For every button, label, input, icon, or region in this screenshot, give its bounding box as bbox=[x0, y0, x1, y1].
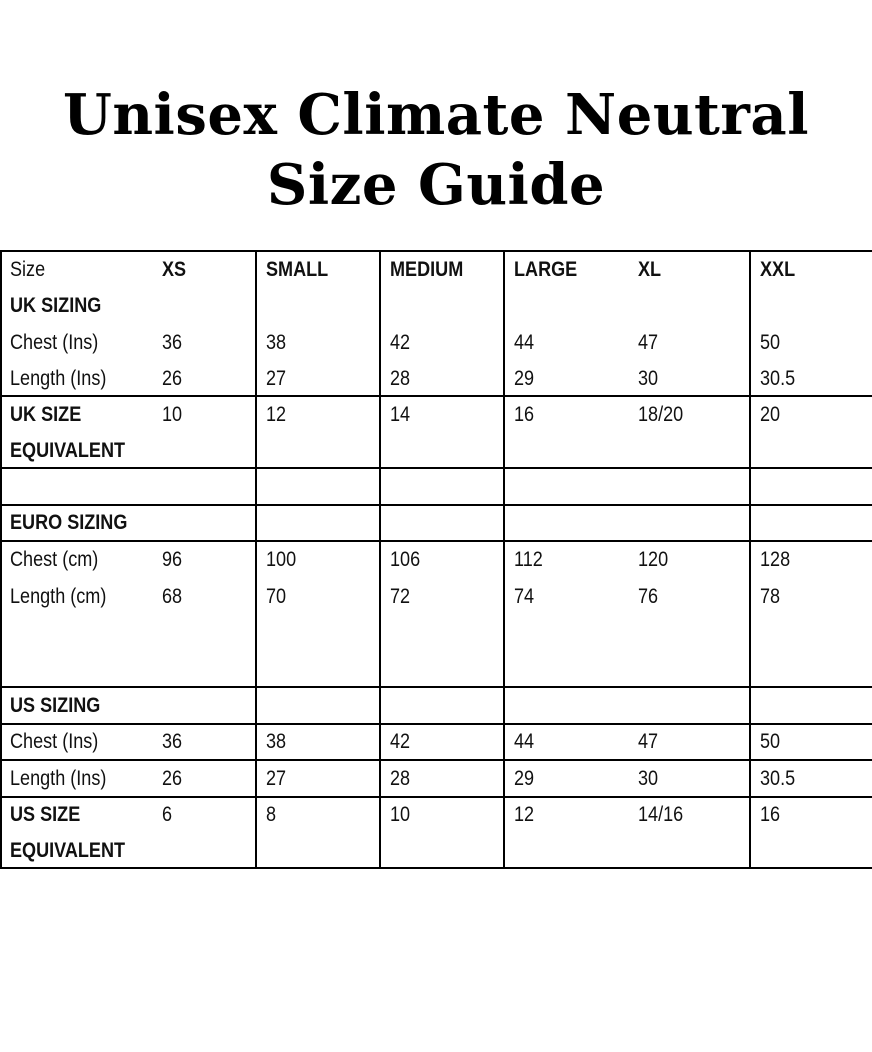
us-chest-xs: 36 bbox=[162, 730, 183, 753]
uk-chest-small: 38 bbox=[266, 331, 287, 354]
euro-chest-xs: 96 bbox=[162, 548, 183, 571]
header-size-label: Size bbox=[10, 258, 46, 281]
table-column-divider bbox=[503, 250, 505, 869]
uk-equiv-large: 16 bbox=[514, 403, 535, 426]
euro-length-label: Length (cm) bbox=[10, 585, 107, 608]
uk-equiv-xl: 18/20 bbox=[638, 403, 684, 426]
uk-length-xs: 26 bbox=[162, 367, 183, 390]
uk-length-medium: 28 bbox=[390, 367, 411, 390]
table-border bbox=[0, 759, 872, 761]
us-equiv-medium: 10 bbox=[390, 803, 411, 826]
table-column-divider bbox=[379, 250, 381, 869]
table-border bbox=[0, 796, 872, 798]
us-length-label: Length (Ins) bbox=[10, 767, 107, 790]
header-size-medium: MEDIUM bbox=[390, 258, 464, 281]
uk-length-small: 27 bbox=[266, 367, 287, 390]
us-chest-small: 38 bbox=[266, 730, 287, 753]
euro-length-medium: 72 bbox=[390, 585, 411, 608]
table-column-divider bbox=[749, 250, 751, 869]
uk-chest-xxl: 50 bbox=[760, 331, 781, 354]
header-size-xl: XL bbox=[638, 258, 662, 281]
table-border bbox=[0, 540, 872, 542]
us-equiv-label-1: US SIZE bbox=[10, 803, 81, 826]
header-size-xxl: XXL bbox=[760, 258, 796, 281]
us-chest-label: Chest (Ins) bbox=[10, 730, 99, 753]
us-length-xxl: 30.5 bbox=[760, 767, 796, 790]
page-title: Unisex Climate Neutral Size Guide bbox=[0, 80, 872, 220]
us-chest-xxl: 50 bbox=[760, 730, 781, 753]
uk-equiv-label-1: UK SIZE bbox=[10, 403, 82, 426]
table-border-left bbox=[0, 250, 2, 869]
table-border bbox=[0, 467, 872, 469]
us-length-large: 29 bbox=[514, 767, 535, 790]
uk-equiv-xxl: 20 bbox=[760, 403, 781, 426]
euro-chest-large: 112 bbox=[514, 548, 543, 571]
table-border bbox=[0, 686, 872, 688]
euro-chest-label: Chest (cm) bbox=[10, 548, 99, 571]
us-section-label: US SIZING bbox=[10, 694, 101, 717]
us-length-xl: 30 bbox=[638, 767, 659, 790]
us-chest-medium: 42 bbox=[390, 730, 411, 753]
uk-length-xxl: 30.5 bbox=[760, 367, 796, 390]
header-size-xs: XS bbox=[162, 258, 187, 281]
us-length-xs: 26 bbox=[162, 767, 183, 790]
uk-chest-medium: 42 bbox=[390, 331, 411, 354]
uk-chest-xl: 47 bbox=[638, 331, 659, 354]
euro-chest-xxl: 128 bbox=[760, 548, 791, 571]
uk-length-xl: 30 bbox=[638, 367, 659, 390]
uk-chest-xs: 36 bbox=[162, 331, 183, 354]
table-border bbox=[0, 395, 872, 397]
table-border-top bbox=[0, 250, 872, 252]
title-line-2: Size Guide bbox=[266, 152, 606, 218]
uk-section-label: UK SIZING bbox=[10, 294, 102, 317]
uk-equiv-label-2: EQUIVALENT bbox=[10, 439, 126, 462]
size-guide-table: Size XS SMALL MEDIUM LARGE XL XXL UK SIZ… bbox=[0, 250, 872, 869]
uk-equiv-medium: 14 bbox=[390, 403, 411, 426]
us-length-small: 27 bbox=[266, 767, 287, 790]
table-column-divider bbox=[255, 250, 257, 869]
table-border-bottom bbox=[0, 867, 872, 869]
title-line-1: Unisex Climate Neutral bbox=[63, 82, 809, 148]
header-size-large: LARGE bbox=[514, 258, 578, 281]
table-border bbox=[0, 723, 872, 725]
uk-length-label: Length (Ins) bbox=[10, 367, 107, 390]
us-length-medium: 28 bbox=[390, 767, 411, 790]
euro-length-small: 70 bbox=[266, 585, 287, 608]
uk-chest-label: Chest (Ins) bbox=[10, 331, 99, 354]
us-chest-xl: 47 bbox=[638, 730, 659, 753]
euro-chest-medium: 106 bbox=[390, 548, 421, 571]
us-equiv-label-2: EQUIVALENT bbox=[10, 839, 126, 862]
header-size-small: SMALL bbox=[266, 258, 329, 281]
uk-length-large: 29 bbox=[514, 367, 535, 390]
euro-length-xs: 68 bbox=[162, 585, 183, 608]
euro-chest-small: 100 bbox=[266, 548, 297, 571]
uk-equiv-xs: 10 bbox=[162, 403, 183, 426]
euro-length-large: 74 bbox=[514, 585, 535, 608]
us-equiv-small: 8 bbox=[266, 803, 277, 826]
euro-chest-xl: 120 bbox=[638, 548, 669, 571]
us-equiv-xxl: 16 bbox=[760, 803, 781, 826]
uk-chest-large: 44 bbox=[514, 331, 535, 354]
us-equiv-xs: 6 bbox=[162, 803, 173, 826]
table-border bbox=[0, 504, 872, 506]
us-equiv-xl: 14/16 bbox=[638, 803, 684, 826]
uk-equiv-small: 12 bbox=[266, 403, 287, 426]
euro-length-xl: 76 bbox=[638, 585, 659, 608]
euro-section-label: EURO SIZING bbox=[10, 511, 128, 534]
euro-length-xxl: 78 bbox=[760, 585, 781, 608]
us-chest-large: 44 bbox=[514, 730, 535, 753]
us-equiv-large: 12 bbox=[514, 803, 535, 826]
